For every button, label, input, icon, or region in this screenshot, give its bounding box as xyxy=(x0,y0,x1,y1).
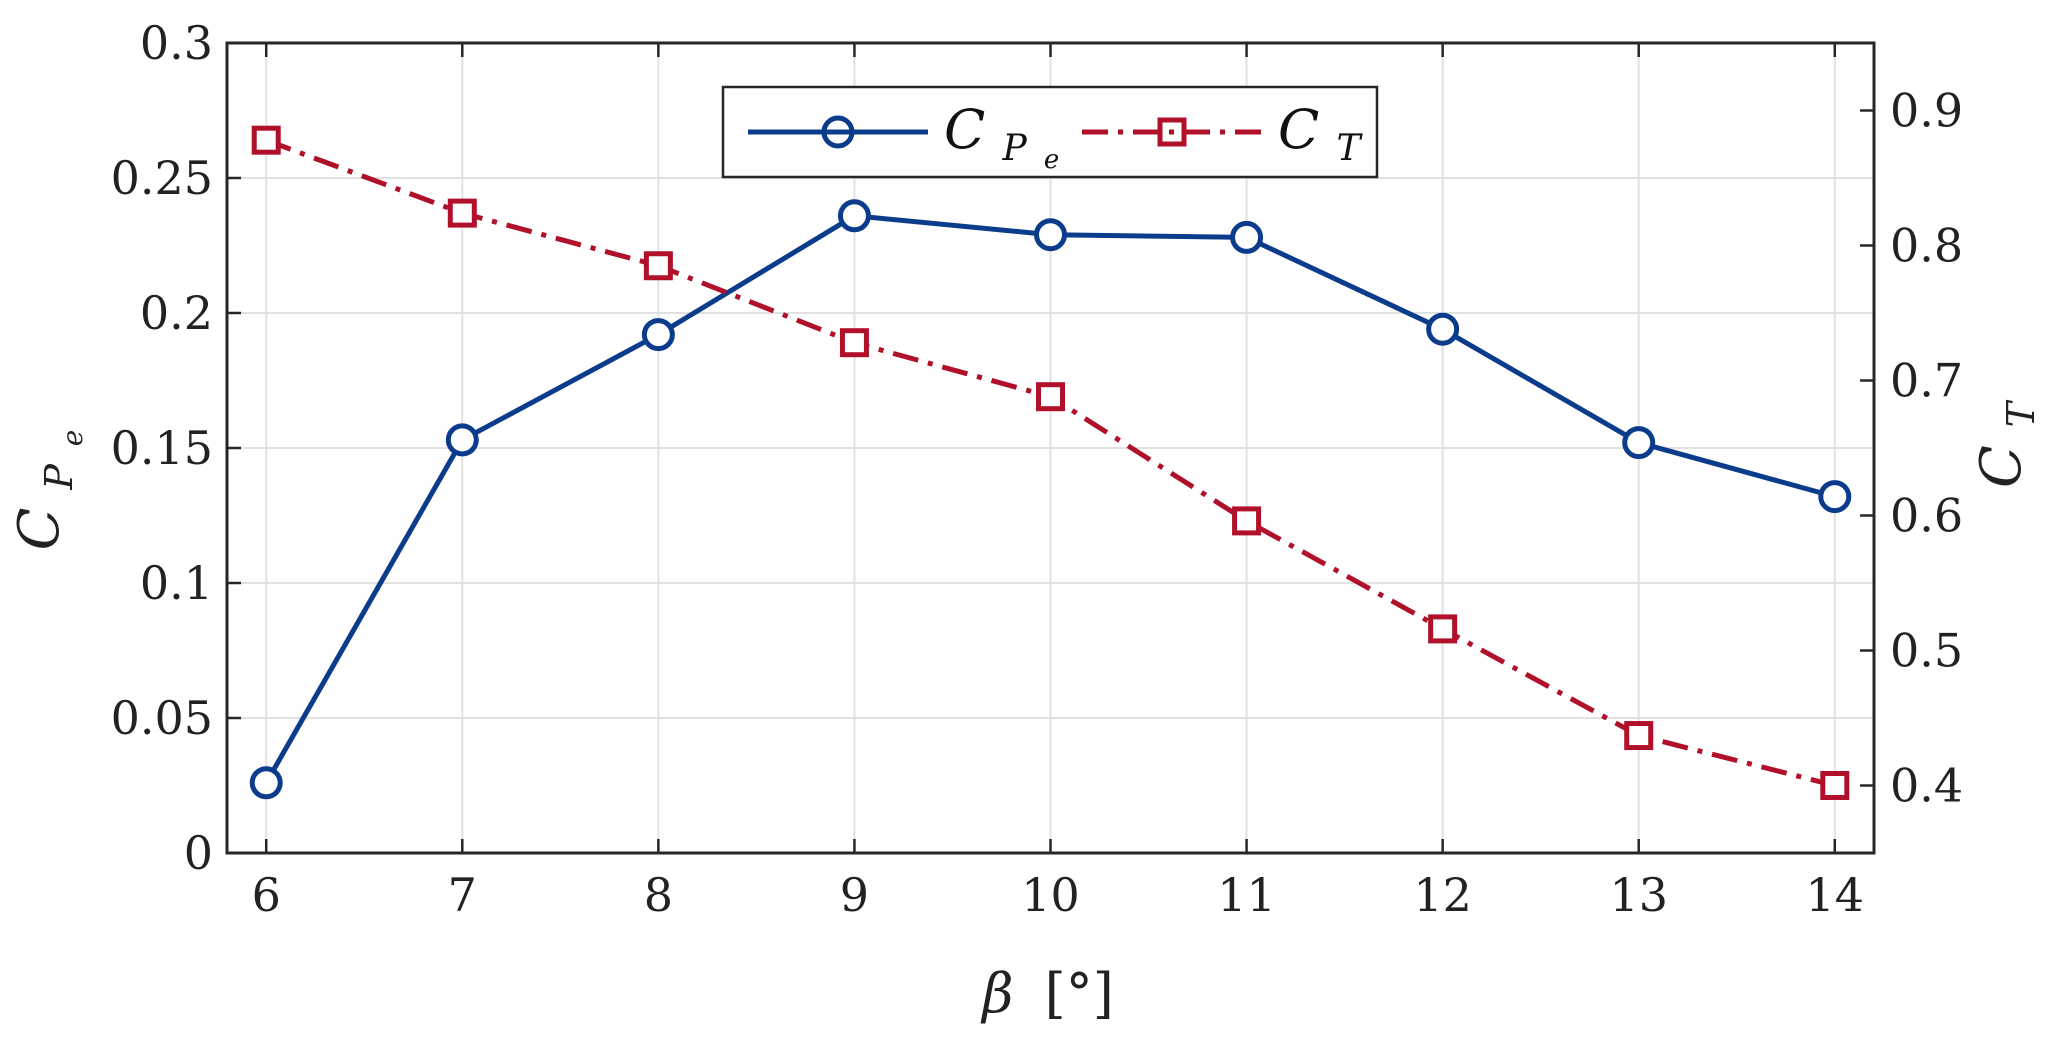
right-y-axis-label-sub: T xyxy=(1999,399,2043,427)
x-tick-label: 7 xyxy=(448,868,477,922)
left-y-tick-label: 0.3 xyxy=(140,16,213,70)
series-cpe-point xyxy=(1622,426,1656,460)
right-y-axis-label-main: C xyxy=(1969,445,2034,488)
right-y-tick-label: 0.7 xyxy=(1890,354,1963,408)
series-cpe-point xyxy=(1818,480,1852,514)
series-cpe-point xyxy=(837,199,871,233)
left-y-tick-label: 0.2 xyxy=(140,286,213,340)
legend-ct-marker xyxy=(1157,117,1187,147)
left-y-tick-label: 0 xyxy=(184,826,213,880)
legend-cpe-label: C P e xyxy=(944,98,1059,175)
series-ct-point xyxy=(1036,382,1065,412)
right-y-axis-label: C T xyxy=(1969,399,2043,488)
legend-ct-label: C T xyxy=(1278,98,1364,169)
series-ct-point xyxy=(1232,506,1262,536)
series-ct-point xyxy=(839,328,869,358)
series-ct-point xyxy=(251,125,281,155)
x-axis-unit: [°] xyxy=(1045,962,1114,1025)
x-tick-label: 8 xyxy=(644,868,673,922)
series-ct-point xyxy=(1820,771,1850,800)
series-cpe-point xyxy=(249,766,283,800)
left-y-axis-label-sub: P xyxy=(37,463,81,491)
series-cpe-point xyxy=(445,423,479,457)
legend-ct-main: C xyxy=(1278,98,1319,161)
legend-cpe-marker xyxy=(821,115,855,149)
x-tick-label: 9 xyxy=(840,868,869,922)
right-y-tick-label: 0.5 xyxy=(1890,624,1963,678)
right-y-axis-ticks: 0.4 0.5 0.6 0.7 0.8 0.9 xyxy=(1860,84,1963,813)
series-cpe-point xyxy=(1230,220,1264,254)
legend-ct-sub: T xyxy=(1337,128,1364,169)
left-y-tick-label: 0.25 xyxy=(111,151,213,205)
legend-cpe-sub: P xyxy=(1002,128,1028,169)
left-y-axis-label-subsub: e xyxy=(56,430,89,447)
x-tick-label: 14 xyxy=(1806,868,1865,922)
right-y-tick-label: 0.6 xyxy=(1890,489,1963,543)
x-axis-ticks: 6 7 8 9 10 11 12 13 14 xyxy=(252,43,1864,922)
x-axis-label: β [°] xyxy=(980,962,1114,1025)
right-y-tick-label: 0.8 xyxy=(1890,219,1963,273)
x-tick-label: 6 xyxy=(252,868,281,922)
series-ct-point xyxy=(447,198,477,228)
left-y-tick-label: 0.1 xyxy=(140,556,213,610)
legend: C P e C T xyxy=(721,85,1379,179)
left-y-axis-label-main: C xyxy=(7,507,72,550)
left-y-axis-ticks: 0 0.05 0.1 0.15 0.2 0.25 0.3 xyxy=(111,16,241,880)
left-y-tick-label: 0.05 xyxy=(111,691,213,745)
x-axis-symbol: β xyxy=(980,962,1013,1025)
series-cpe-point xyxy=(641,318,675,352)
left-y-tick-label: 0.15 xyxy=(111,421,213,475)
legend-cpe-main: C xyxy=(944,98,985,161)
x-tick-label: 12 xyxy=(1413,868,1472,922)
right-y-tick-label: 0.9 xyxy=(1890,84,1963,138)
left-y-axis-label: C P e xyxy=(7,430,89,551)
series-layer xyxy=(249,125,1852,800)
series-cpe-point xyxy=(1034,218,1067,252)
series-ct-point xyxy=(1428,614,1458,644)
series-ct-point xyxy=(643,251,673,281)
right-y-tick-label: 0.4 xyxy=(1890,759,1963,813)
x-tick-label: 10 xyxy=(1021,868,1080,922)
series-cpe-point xyxy=(1426,312,1460,346)
series-ct-point xyxy=(1624,721,1654,751)
x-tick-label: 11 xyxy=(1217,868,1276,922)
legend-cpe-subsub: e xyxy=(1044,145,1059,175)
x-tick-label: 13 xyxy=(1609,868,1668,922)
plot-frame xyxy=(225,41,1876,855)
